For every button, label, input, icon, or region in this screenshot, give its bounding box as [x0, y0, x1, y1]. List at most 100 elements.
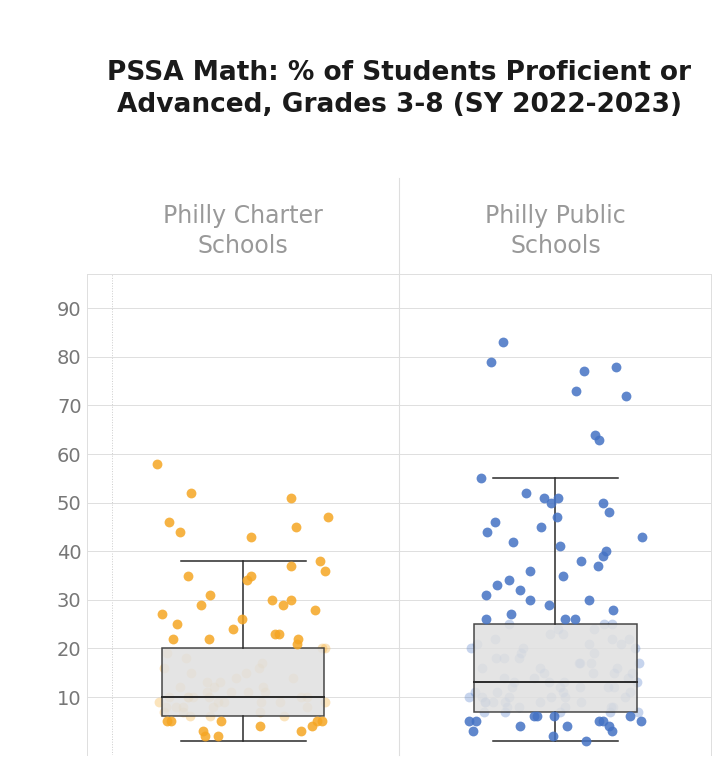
Point	[154, 696, 166, 708]
Point	[575, 696, 587, 708]
Point	[185, 667, 197, 679]
Point	[287, 671, 299, 684]
Point	[290, 521, 302, 533]
Point	[547, 730, 559, 742]
Point	[602, 681, 613, 694]
Point	[585, 657, 597, 669]
Point	[226, 686, 237, 698]
Point	[552, 491, 564, 504]
Point	[534, 662, 545, 674]
Point	[295, 691, 307, 703]
Point	[578, 365, 590, 378]
Point	[197, 725, 209, 737]
Point	[203, 691, 215, 703]
Point	[306, 720, 318, 732]
Point	[549, 710, 560, 723]
Point	[558, 569, 569, 581]
Point	[594, 433, 605, 446]
Point	[309, 604, 321, 616]
Point	[255, 696, 266, 708]
Point	[259, 686, 271, 698]
Point	[611, 361, 622, 373]
Point	[583, 594, 595, 606]
Point	[624, 686, 636, 698]
Point	[465, 642, 476, 655]
Point	[520, 487, 531, 499]
Point	[476, 472, 487, 485]
Point	[606, 725, 618, 737]
Point	[603, 507, 615, 519]
Point	[255, 706, 266, 718]
Point	[317, 715, 328, 727]
Point	[574, 657, 586, 669]
Point	[203, 633, 215, 645]
Point	[574, 681, 586, 694]
Point	[476, 662, 488, 674]
Point	[285, 491, 297, 504]
Point	[293, 633, 304, 645]
Point	[187, 691, 199, 703]
Point	[559, 613, 571, 626]
Point	[538, 491, 550, 504]
Point	[161, 715, 173, 727]
Bar	[162, 649, 325, 716]
Point	[515, 584, 526, 596]
Point	[624, 710, 636, 723]
Point	[597, 550, 608, 562]
Point	[528, 710, 539, 723]
Point	[632, 676, 643, 688]
Point	[589, 429, 600, 441]
Point	[479, 696, 491, 708]
Text: PSSA Math: % of Students Proficient or
Advanced, Grades 3-8 (SY 2022-2023): PSSA Math: % of Students Proficient or A…	[107, 60, 691, 118]
Point	[544, 599, 555, 611]
Point	[588, 647, 600, 659]
Point	[633, 657, 645, 669]
Point	[470, 686, 481, 698]
Point	[552, 623, 564, 635]
Point	[214, 676, 226, 688]
Point	[199, 730, 211, 742]
Point	[213, 696, 224, 708]
Point	[207, 700, 219, 713]
Point	[627, 667, 638, 679]
Bar	[474, 624, 637, 712]
Point	[513, 700, 525, 713]
Point	[319, 696, 331, 708]
Point	[285, 594, 296, 606]
Point	[499, 696, 511, 708]
Point	[242, 686, 253, 698]
Point	[498, 652, 510, 665]
Point	[227, 623, 239, 635]
Point	[554, 540, 566, 552]
Point	[554, 681, 566, 694]
Point	[574, 657, 585, 669]
Point	[592, 560, 604, 572]
Point	[277, 599, 289, 611]
Point	[184, 487, 196, 499]
Point	[632, 706, 644, 718]
Point	[161, 647, 173, 659]
Point	[535, 521, 547, 533]
Point	[156, 608, 168, 620]
Point	[607, 700, 619, 713]
Point	[201, 686, 213, 698]
Point	[545, 497, 557, 509]
Point	[619, 691, 631, 703]
Point	[507, 536, 518, 548]
Point	[487, 696, 499, 708]
Point	[476, 691, 487, 703]
Point	[463, 691, 475, 703]
Point	[163, 516, 175, 528]
Point	[635, 715, 647, 727]
Point	[177, 706, 189, 718]
Point	[319, 642, 330, 655]
Point	[174, 681, 186, 694]
Point	[182, 691, 193, 703]
Point	[515, 647, 527, 659]
Point	[177, 700, 189, 713]
Point	[285, 560, 297, 572]
Point	[579, 735, 591, 747]
Point	[615, 638, 627, 650]
Point	[237, 613, 248, 626]
Point	[569, 613, 581, 626]
